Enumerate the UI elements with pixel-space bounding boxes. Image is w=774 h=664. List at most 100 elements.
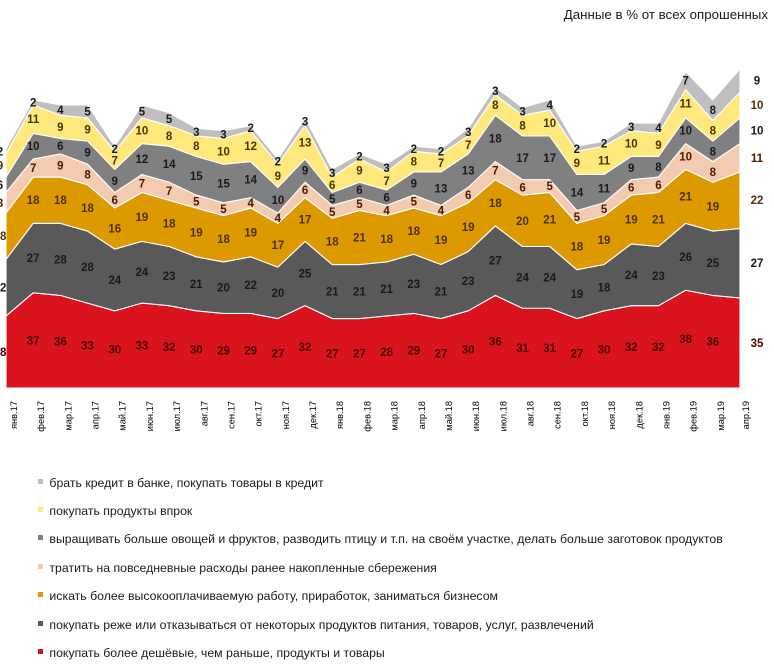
svg-text:6: 6 xyxy=(356,185,362,197)
svg-text:19: 19 xyxy=(570,289,583,301)
svg-text:2: 2 xyxy=(247,123,253,135)
svg-text:июл.17: июл.17 xyxy=(172,401,182,431)
svg-text:37: 37 xyxy=(27,335,40,347)
svg-text:4: 4 xyxy=(247,198,254,210)
svg-text:2: 2 xyxy=(411,144,417,156)
svg-text:8: 8 xyxy=(710,146,717,158)
svg-text:18: 18 xyxy=(217,234,230,246)
svg-text:8: 8 xyxy=(84,169,91,181)
svg-text:12: 12 xyxy=(136,154,149,166)
svg-text:24: 24 xyxy=(625,270,638,282)
svg-text:6: 6 xyxy=(0,180,3,192)
svg-text:апр.17: апр.17 xyxy=(91,401,101,429)
svg-text:6: 6 xyxy=(112,195,118,207)
svg-text:18: 18 xyxy=(0,231,7,243)
svg-text:3: 3 xyxy=(329,168,335,180)
svg-text:9: 9 xyxy=(57,160,63,172)
svg-text:авг.17: авг.17 xyxy=(199,401,209,426)
svg-text:36: 36 xyxy=(54,337,67,349)
svg-text:28: 28 xyxy=(380,347,393,359)
svg-text:9: 9 xyxy=(84,148,90,160)
svg-text:10: 10 xyxy=(625,139,638,151)
svg-text:21: 21 xyxy=(543,214,556,226)
svg-text:13: 13 xyxy=(299,137,312,149)
svg-text:32: 32 xyxy=(625,342,638,354)
svg-text:3: 3 xyxy=(465,127,471,139)
svg-text:6: 6 xyxy=(57,141,63,153)
svg-text:16: 16 xyxy=(108,224,121,236)
svg-text:33: 33 xyxy=(81,341,94,353)
svg-text:5: 5 xyxy=(574,212,581,224)
svg-text:15: 15 xyxy=(217,178,230,190)
svg-text:май.18: май.18 xyxy=(444,401,454,431)
svg-text:7: 7 xyxy=(112,155,118,167)
svg-text:8: 8 xyxy=(710,126,717,138)
svg-text:6: 6 xyxy=(383,193,389,205)
svg-text:10: 10 xyxy=(679,126,692,138)
svg-text:ноя.17: ноя.17 xyxy=(281,401,291,429)
svg-text:4: 4 xyxy=(438,205,445,217)
svg-text:10: 10 xyxy=(751,126,764,138)
svg-text:9: 9 xyxy=(302,166,308,178)
svg-text:30: 30 xyxy=(462,344,475,356)
svg-text:18: 18 xyxy=(407,226,420,238)
svg-text:30: 30 xyxy=(190,344,203,356)
svg-text:2: 2 xyxy=(0,146,3,158)
svg-text:7: 7 xyxy=(383,176,389,188)
svg-text:21: 21 xyxy=(353,233,366,245)
svg-text:10: 10 xyxy=(217,146,230,158)
svg-text:6: 6 xyxy=(329,180,335,192)
svg-text:18: 18 xyxy=(27,195,40,207)
svg-text:31: 31 xyxy=(543,343,556,355)
svg-text:21: 21 xyxy=(435,287,448,299)
svg-text:9: 9 xyxy=(57,122,63,134)
svg-text:окт.18: окт.18 xyxy=(580,401,590,427)
svg-text:27: 27 xyxy=(435,348,448,360)
svg-text:35: 35 xyxy=(751,338,764,350)
svg-text:9: 9 xyxy=(0,160,3,172)
svg-text:июн.18: июн.18 xyxy=(471,401,481,431)
svg-text:5: 5 xyxy=(411,196,418,208)
svg-text:18: 18 xyxy=(380,234,393,246)
svg-text:19: 19 xyxy=(136,212,149,224)
svg-text:29: 29 xyxy=(217,346,230,358)
svg-text:сен.17: сен.17 xyxy=(226,401,236,429)
svg-text:9: 9 xyxy=(275,171,281,183)
svg-text:4: 4 xyxy=(655,123,662,135)
svg-text:18: 18 xyxy=(54,195,67,207)
svg-text:21: 21 xyxy=(652,214,665,226)
svg-text:10: 10 xyxy=(136,126,149,138)
svg-text:14: 14 xyxy=(163,159,176,171)
svg-text:23: 23 xyxy=(407,279,420,291)
svg-text:38: 38 xyxy=(679,334,692,346)
svg-text:19: 19 xyxy=(244,227,257,239)
svg-text:23: 23 xyxy=(462,276,475,288)
svg-text:14: 14 xyxy=(570,187,583,199)
svg-text:фев.18: фев.18 xyxy=(362,401,372,432)
svg-text:4: 4 xyxy=(383,205,390,217)
svg-text:фев.19: фев.19 xyxy=(689,401,699,432)
svg-text:10: 10 xyxy=(751,100,764,112)
svg-text:21: 21 xyxy=(380,284,393,296)
svg-text:36: 36 xyxy=(489,337,502,349)
svg-text:апр.19: апр.19 xyxy=(741,401,751,429)
svg-text:2: 2 xyxy=(601,139,607,151)
svg-text:17: 17 xyxy=(299,214,312,226)
svg-text:7: 7 xyxy=(492,166,498,178)
svg-text:9: 9 xyxy=(411,178,417,190)
svg-text:2: 2 xyxy=(356,151,362,163)
svg-text:18: 18 xyxy=(81,203,94,215)
svg-text:10: 10 xyxy=(543,118,556,130)
svg-text:5: 5 xyxy=(329,207,336,219)
svg-text:18: 18 xyxy=(326,236,339,248)
svg-text:дек.18: дек.18 xyxy=(634,401,644,429)
svg-text:янв.17: янв.17 xyxy=(9,401,19,429)
svg-text:8: 8 xyxy=(492,100,499,112)
svg-text:9: 9 xyxy=(628,163,634,175)
svg-text:14: 14 xyxy=(244,175,257,187)
svg-text:10: 10 xyxy=(679,151,692,163)
svg-text:июл.18: июл.18 xyxy=(498,401,508,431)
svg-text:8: 8 xyxy=(710,167,717,179)
svg-text:3: 3 xyxy=(519,106,525,118)
svg-text:5: 5 xyxy=(139,106,146,118)
